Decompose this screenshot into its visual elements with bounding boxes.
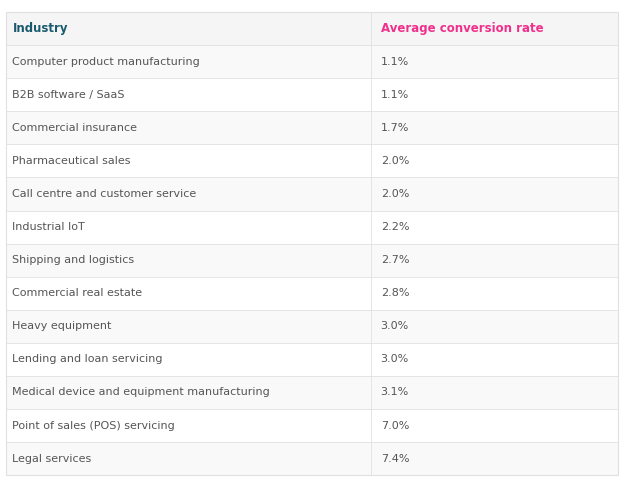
Text: 1.7%: 1.7% (381, 123, 409, 133)
Text: 2.0%: 2.0% (381, 156, 409, 166)
Text: 1.1%: 1.1% (381, 57, 409, 67)
Bar (6, 12, 618, 45)
Bar (6, 211, 618, 244)
Text: 3.0%: 3.0% (381, 354, 409, 364)
Bar (6, 111, 618, 144)
Text: 3.1%: 3.1% (381, 387, 409, 397)
Text: Call centre and customer service: Call centre and customer service (12, 189, 197, 199)
Text: Commercial insurance: Commercial insurance (12, 123, 137, 133)
Text: 1.1%: 1.1% (381, 90, 409, 100)
Text: Average conversion rate: Average conversion rate (381, 22, 544, 35)
Bar (6, 244, 618, 276)
Bar (6, 376, 618, 409)
Bar (6, 343, 618, 376)
Text: Pharmaceutical sales: Pharmaceutical sales (12, 156, 131, 166)
Bar (6, 276, 618, 310)
Text: Point of sales (POS) servicing: Point of sales (POS) servicing (12, 420, 175, 431)
Text: 2.8%: 2.8% (381, 288, 409, 298)
Text: 7.4%: 7.4% (381, 454, 409, 464)
Text: 2.7%: 2.7% (381, 255, 409, 265)
Text: Lending and loan servicing: Lending and loan servicing (12, 354, 163, 364)
Bar (6, 310, 618, 343)
Text: Medical device and equipment manufacturing: Medical device and equipment manufacturi… (12, 387, 270, 397)
Text: Commercial real estate: Commercial real estate (12, 288, 143, 298)
Text: B2B software / SaaS: B2B software / SaaS (12, 90, 125, 100)
Bar (6, 178, 618, 211)
Bar (6, 409, 618, 442)
Text: 3.0%: 3.0% (381, 321, 409, 331)
Bar (6, 144, 618, 178)
Bar (6, 78, 618, 111)
Text: Legal services: Legal services (12, 454, 92, 464)
Bar (6, 442, 618, 475)
Bar (6, 45, 618, 78)
Text: Industry: Industry (12, 22, 68, 35)
Text: Heavy equipment: Heavy equipment (12, 321, 112, 331)
Text: 2.0%: 2.0% (381, 189, 409, 199)
Text: Shipping and logistics: Shipping and logistics (12, 255, 135, 265)
Text: 7.0%: 7.0% (381, 420, 409, 431)
Text: Industrial IoT: Industrial IoT (12, 222, 85, 232)
Text: Computer product manufacturing: Computer product manufacturing (12, 57, 200, 67)
Text: 2.2%: 2.2% (381, 222, 409, 232)
